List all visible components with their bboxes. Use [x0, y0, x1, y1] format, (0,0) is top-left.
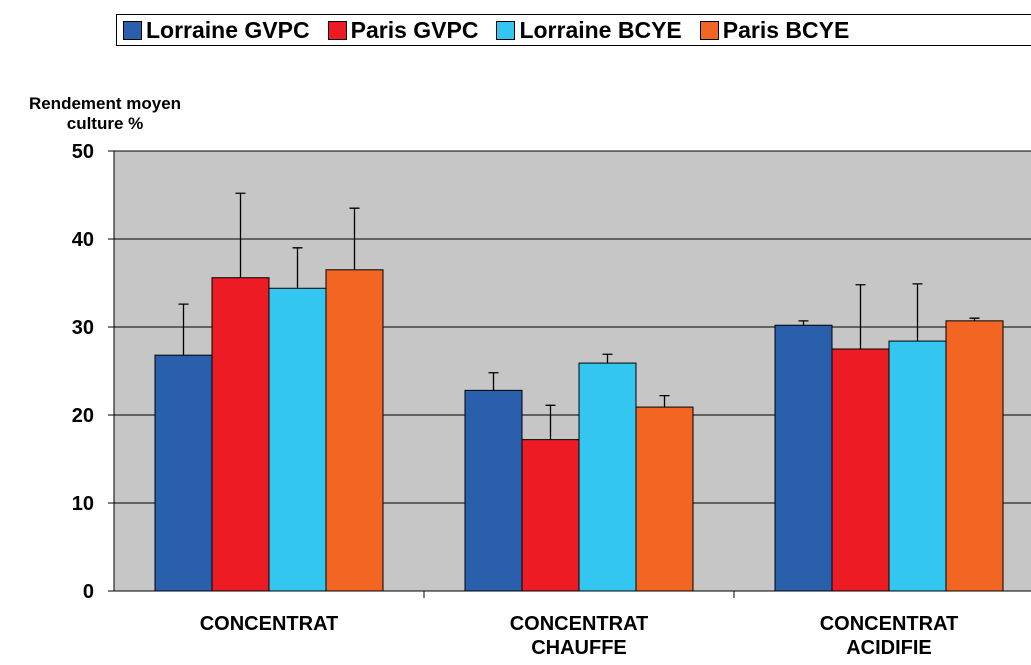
- error-bar: [912, 283, 923, 342]
- y-tick-label: 40: [72, 229, 94, 251]
- y-axis-label: Rendement moyen culture %: [28, 94, 182, 133]
- legend-label: Lorraine BCYE: [519, 16, 682, 43]
- bar: [945, 320, 1004, 592]
- bar: [211, 277, 270, 592]
- legend-swatch: [496, 20, 516, 40]
- legend-item: Paris GVPC: [327, 16, 479, 44]
- legend: Lorraine GVPC Paris GVPC Lorraine BCYE Pari…: [116, 14, 1031, 46]
- error-bar: [798, 320, 809, 326]
- error-bar: [602, 353, 613, 364]
- error-bar: [292, 247, 303, 289]
- legend-item: Paris BCYE: [699, 16, 850, 44]
- error-bar: [545, 404, 556, 440]
- bar: [268, 287, 327, 592]
- y-tick-label: 30: [72, 317, 94, 339]
- legend-label: Lorraine GVPC: [146, 16, 310, 43]
- error-bar: [969, 317, 980, 321]
- bar: [154, 354, 213, 592]
- y-tick-label: 10: [72, 493, 94, 515]
- legend-swatch: [327, 20, 347, 40]
- bar: [578, 362, 637, 592]
- error-bar: [659, 394, 670, 408]
- bar: [831, 348, 890, 592]
- legend-swatch: [123, 20, 142, 40]
- bar: [325, 269, 384, 592]
- x-tick-label: CONCENTRAT ACIDIFIE: [819, 613, 959, 659]
- legend-label: Paris BCYE: [722, 16, 850, 43]
- x-tick-label: CONCENTRAT CHAUFFE: [509, 613, 649, 659]
- bar: [521, 439, 580, 592]
- bar: [464, 389, 523, 592]
- legend-label: Paris GVPC: [350, 16, 479, 43]
- y-tick-label: 20: [72, 405, 94, 427]
- legend-item: Lorraine BCYE: [496, 16, 682, 44]
- error-bar: [855, 284, 866, 349]
- y-tick-label: 0: [83, 581, 94, 603]
- legend-item: Lorraine GVPC: [123, 17, 310, 44]
- bar: [888, 340, 947, 592]
- x-tick-label: CONCENTRAT: [199, 613, 339, 635]
- bar: [774, 324, 833, 592]
- y-tick-label: 50: [72, 141, 94, 163]
- error-bar: [488, 372, 499, 391]
- bar: [635, 406, 694, 592]
- error-bar: [349, 207, 360, 270]
- error-bar: [235, 192, 246, 278]
- legend-swatch: [699, 20, 719, 40]
- error-bar: [178, 303, 189, 356]
